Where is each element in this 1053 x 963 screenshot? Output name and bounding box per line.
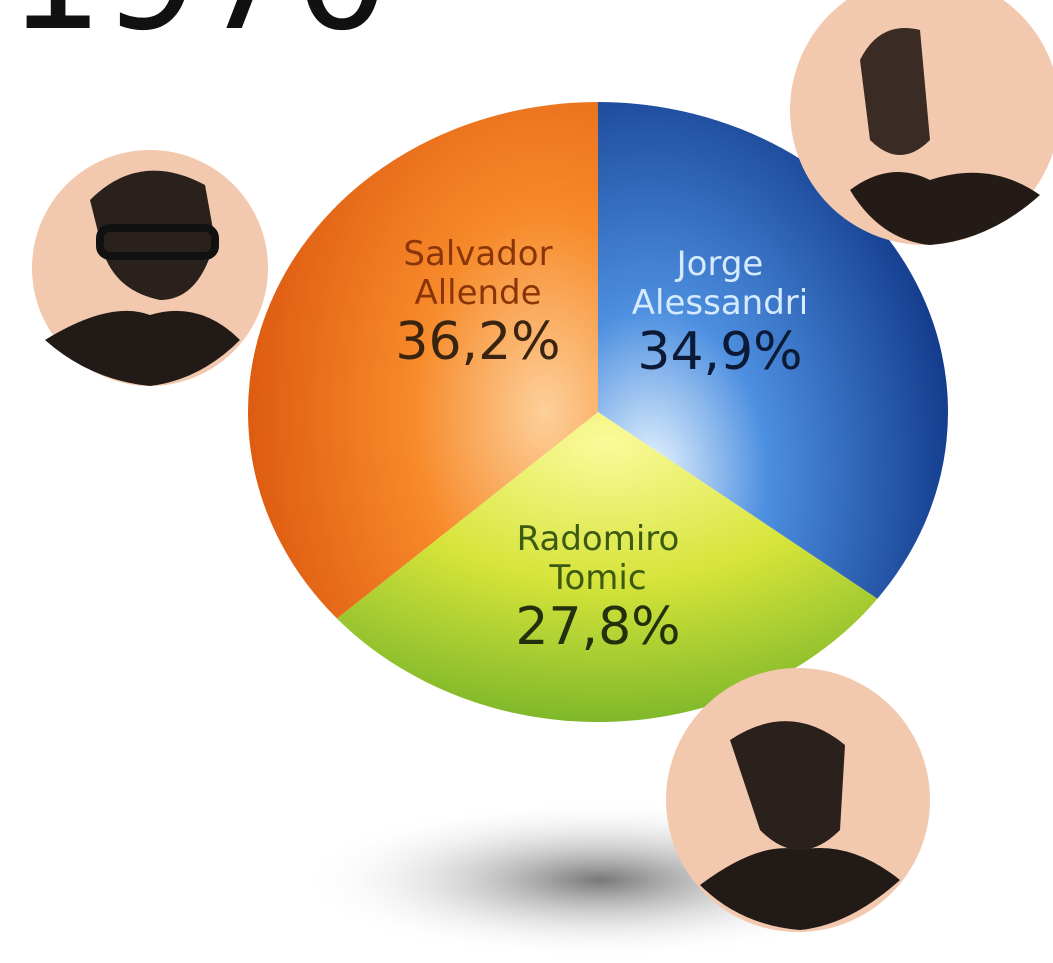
category-label: Salvador Allende — [388, 235, 568, 313]
value-label: 36,2% — [358, 313, 598, 373]
value-label: 34,9% — [600, 323, 840, 383]
category-label: Jorge Alessandri — [630, 245, 810, 323]
chart-title: 1970 — [8, 0, 390, 64]
value-label: 27,8% — [478, 598, 718, 658]
page: 1970 Jorge Alessandri34,9% Radomiro Tomic… — [0, 0, 1053, 963]
category-label: Radomiro Tomic — [508, 520, 688, 598]
portrait — [666, 668, 930, 932]
portrait — [32, 150, 268, 386]
chart: 1970 — [0, 0, 1053, 963]
